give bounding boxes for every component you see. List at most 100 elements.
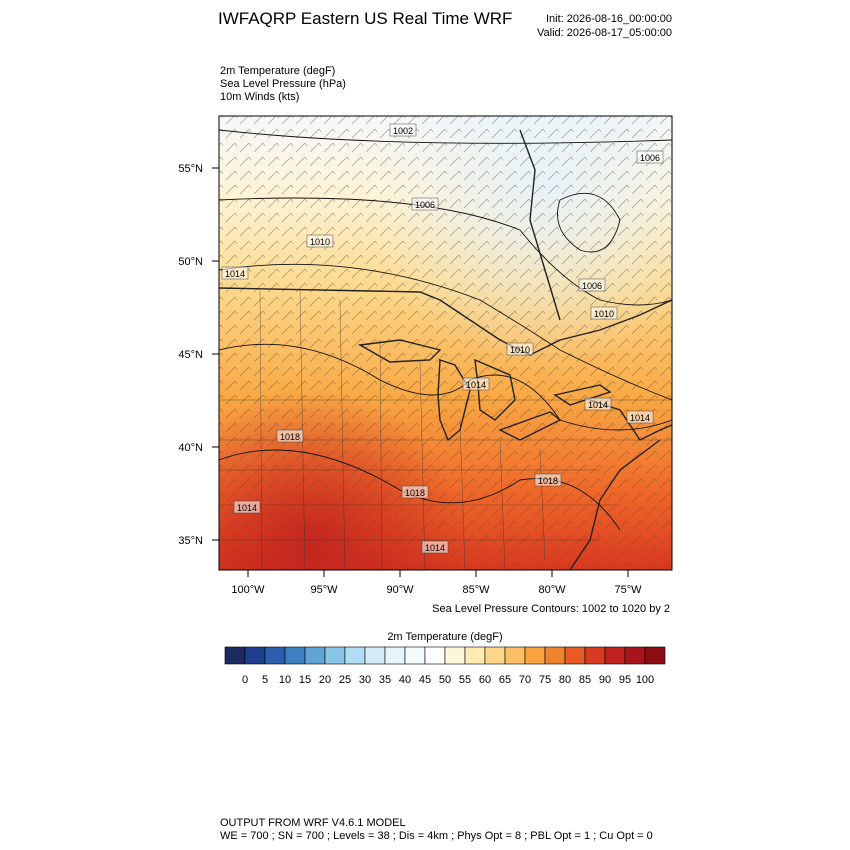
contour-label-box [306,234,334,248]
colorbar-swatch [564,646,586,665]
valid-time: Valid: 2026-08-17_05:00:00 [537,27,672,39]
colorbar-title: 2m Temperature (degF) [387,631,502,643]
colorbar-swatch [364,646,386,665]
colorbar-tick-label: 20 [319,674,331,686]
contour-label-box [534,473,562,487]
colorbar-swatch [264,646,286,665]
colorbar-swatch [284,646,306,665]
colorbar-swatch [604,646,626,665]
contour-label-box [411,197,439,211]
field-label: Sea Level Pressure (hPa) [220,78,346,90]
footer-line: OUTPUT FROM WRF V4.6.1 MODEL [220,817,406,829]
colorbar-tick-label: 85 [579,674,591,686]
lon-tick-label: 90°W [386,584,414,596]
colorbar-tick-label: 55 [459,674,471,686]
contour-label: 1010 [594,309,614,319]
contour-label: 1014 [237,503,257,513]
colorbar-tick-label: 90 [599,674,611,686]
colorbar-swatch [584,646,606,665]
colorbar-swatch [444,646,466,665]
field-label: 10m Winds (kts) [220,91,299,103]
lat-tick-label: 40°N [178,442,203,454]
colorbar-swatch [324,646,346,665]
colorbar-swatch [524,646,546,665]
lat-tick-label: 35°N [178,535,203,547]
contour-label: 1006 [640,153,660,163]
contour-label: 1014 [225,269,245,279]
colorbar-tick-label: 95 [619,674,631,686]
lon-tick-label: 85°W [462,584,490,596]
contour-label: 1010 [510,345,530,355]
colorbar-tick-label: 40 [399,674,411,686]
contour-label: 1018 [538,476,558,486]
colorbar-tick-label: 80 [559,674,571,686]
contour-label: 1014 [630,413,650,423]
colorbar-tick-label: 65 [499,674,511,686]
colorbar-swatch [304,646,326,665]
contour-label-box [401,485,429,499]
colorbar-swatch [224,646,246,665]
colorbar-swatch [644,646,666,665]
colorbar-tick-label: 45 [419,674,431,686]
colorbar-swatch [504,646,526,665]
contour-label-box [584,397,612,411]
contour-label-box [421,540,449,554]
contour-label-box [233,500,261,514]
colorbar-swatch [344,646,366,665]
contour-label: 1002 [393,126,413,136]
lat-tick-label: 45°N [178,349,203,361]
colorbar-tick-label: 60 [479,674,491,686]
lon-tick-label: 80°W [538,584,566,596]
contour-label: 1014 [588,400,608,410]
colorbar-tick-label: 50 [439,674,451,686]
map-frame [218,115,673,571]
map-field [219,116,672,570]
init-time: Init: 2026-08-16_00:00:00 [546,13,672,25]
colorbar-swatch [404,646,426,665]
colorbar-tick-label: 100 [636,674,654,686]
colorbar-swatch [464,646,486,665]
colorbar-tick-label: 0 [242,674,248,686]
colorbar-swatch [244,646,266,665]
contour-label-box [221,266,249,280]
colorbar-swatch [624,646,646,665]
lat-tick-label: 55°N [178,163,203,175]
colorbar-tick-label: 35 [379,674,391,686]
field-label: 2m Temperature (degF) [220,65,335,77]
footer-line: WE = 700 ; SN = 700 ; Levels = 38 ; Dis … [220,830,653,842]
contour-label-box [626,410,654,424]
contour-label: 1010 [310,237,330,247]
colorbar-tick-label: 15 [299,674,311,686]
colorbar-tick-label: 25 [339,674,351,686]
colorbar-tick-label: 70 [519,674,531,686]
contour-label-box [276,429,304,443]
contour-label: 1014 [466,380,486,390]
colorbar-swatch [384,646,406,665]
contour-caption: Sea Level Pressure Contours: 1002 to 102… [432,603,670,615]
lon-tick-label: 95°W [310,584,338,596]
colorbar-tick-label: 10 [279,674,291,686]
colorbar-swatch [544,646,566,665]
colorbar-swatch [484,646,506,665]
colorbar-swatch [424,646,446,665]
contour-label: 1018 [280,432,300,442]
colorbar-tick-label: 75 [539,674,551,686]
colorbar-tick-label: 30 [359,674,371,686]
colorbar-tick-label: 5 [262,674,268,686]
contour-label: 1006 [415,200,435,210]
contour-label-box [506,342,534,356]
title: IWFAQRP Eastern US Real Time WRF [218,9,512,28]
contour-label-box [590,306,618,320]
contour-label-box [462,377,490,391]
lon-tick-label: 100°W [231,584,265,596]
lon-tick-label: 75°W [614,584,642,596]
contour-label-box [578,278,606,292]
contour-label: 1006 [582,281,602,291]
lat-tick-label: 50°N [178,256,203,268]
contour-label: 1014 [425,543,445,553]
contour-label-box [636,150,664,164]
contour-label: 1018 [405,488,425,498]
contour-label-box [389,123,417,137]
